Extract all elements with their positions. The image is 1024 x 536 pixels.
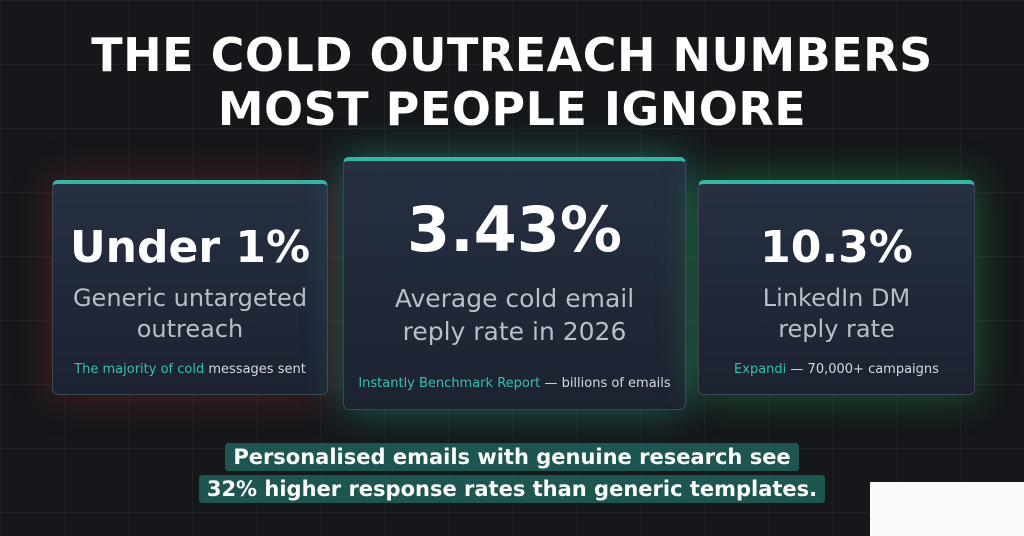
corner-patch <box>870 482 1024 536</box>
source: The majority of cold messages sent <box>53 362 327 377</box>
source-rest: — 70,000+ campaigns <box>790 362 939 377</box>
footer-text: Personalised emails with genuine researc… <box>225 443 799 471</box>
stat-label: Average cold email reply rate in 2026 <box>394 284 635 346</box>
source-highlight: The majority of cold <box>74 362 205 377</box>
stat-label: Generic untargeted outreach <box>72 284 308 343</box>
footer-line: Personalised emails with genuine researc… <box>0 443 1024 471</box>
stat: 10.3% <box>760 222 913 273</box>
footer-text: 32% higher response rates than generic t… <box>198 475 826 503</box>
source: Instantly Benchmark Report — billions of… <box>344 376 685 391</box>
source-rest: — billions of emails <box>544 376 671 391</box>
title-line: THE COLD OUTREACH NUMBERS <box>91 28 933 82</box>
stat-card: 10.3% LinkedIn DM reply rate Expandi — 7… <box>698 180 975 395</box>
stat-card: 3.43% Average cold email reply rate in 2… <box>343 157 686 410</box>
source: Expandi — 70,000+ campaigns <box>699 362 974 377</box>
footer-line: 32% higher response rates than generic t… <box>0 475 1024 503</box>
stat: Under 1% <box>69 222 311 273</box>
stat-label: LinkedIn DM reply rate <box>762 284 911 343</box>
source-highlight: Instantly Benchmark Report <box>358 376 541 391</box>
stat: 3.43% <box>406 193 623 266</box>
title-line: MOST PEOPLE IGNORE <box>217 82 807 136</box>
stat-card: Under 1% Generic untargeted outreach The… <box>52 180 328 395</box>
source-rest: messages sent <box>208 362 306 377</box>
source-highlight: Expandi <box>734 362 787 377</box>
